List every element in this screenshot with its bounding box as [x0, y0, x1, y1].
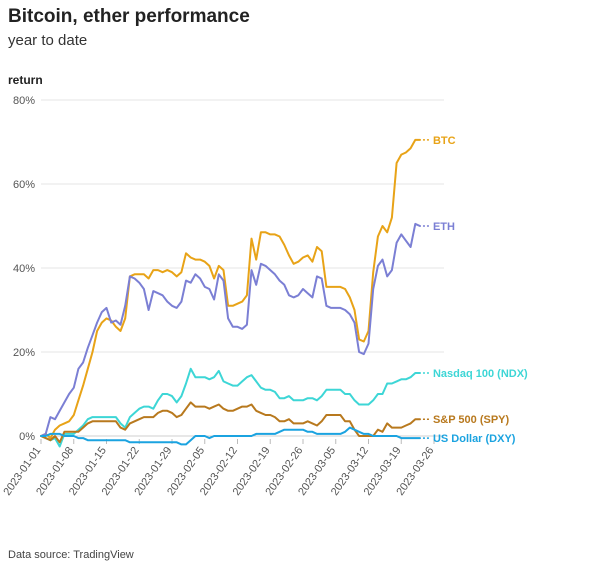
y-tick-label: 20% [13, 347, 35, 359]
series-label-eth: ETH [433, 221, 455, 233]
data-source: Data source: TradingView [8, 549, 134, 561]
chart-title: Bitcoin, ether performance [8, 6, 250, 27]
series-line-eth [40, 222, 421, 437]
series-label-btc: BTC [433, 135, 456, 147]
y-tick-label: 60% [13, 179, 35, 191]
y-tick-label: 0% [19, 431, 35, 443]
series-label-s-p-500-spy: S&P 500 (SPY) [433, 414, 510, 426]
series-label-us-dollar-dxy: US Dollar (DXY) [433, 433, 516, 445]
series-label-nasdaq-100-ndx: Nasdaq 100 (NDX) [433, 368, 528, 380]
chart-subtitle: year to date [8, 32, 88, 49]
y-axis-label: return [8, 73, 43, 87]
y-tick-label: 80% [13, 95, 35, 107]
series-line-nasdaq-100-ndx [40, 367, 421, 448]
series-line-us-dollar-dxy [40, 426, 421, 446]
series-line-s-p-500-spy [40, 401, 421, 444]
y-tick-label: 40% [13, 263, 35, 275]
series-line-btc [40, 138, 421, 440]
